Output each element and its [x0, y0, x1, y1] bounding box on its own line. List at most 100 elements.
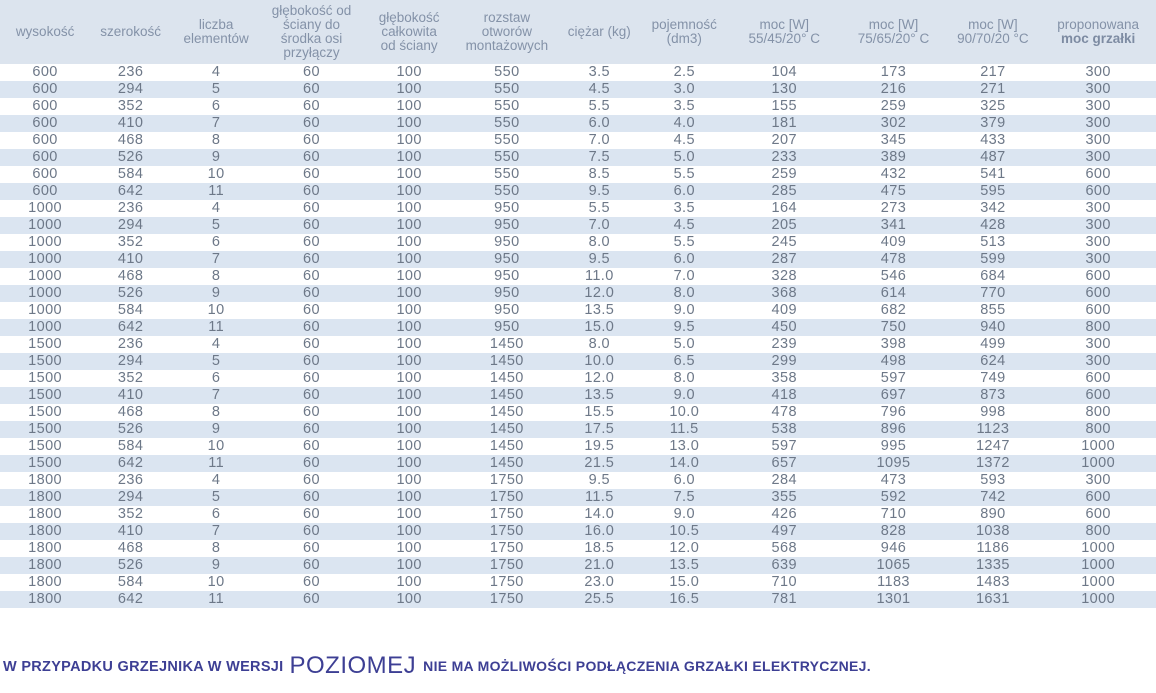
column-header-proponowana-moc-grzalki: proponowana moc grzałki	[1040, 0, 1156, 64]
table-cell: 273	[880, 200, 907, 216]
column-header-liczba-elementow: liczba elementów	[171, 0, 262, 64]
table-cell: 1095	[841, 455, 946, 472]
table-cell: 205	[727, 217, 842, 234]
table-cell: 294	[90, 353, 172, 370]
table-cell: 130	[727, 81, 842, 98]
table-cell: 950	[456, 285, 558, 302]
table-cell: 17.5	[557, 421, 642, 438]
table-cell: 550	[456, 149, 558, 166]
table-cell: 1750	[456, 523, 558, 540]
table-cell: 1500	[28, 404, 62, 420]
table-cell: 13.5	[557, 387, 642, 404]
table-cell: 600	[32, 64, 58, 80]
table-cell: 1800	[28, 472, 62, 488]
table-cell: 300	[1040, 353, 1156, 370]
table-cell: 352	[117, 234, 144, 250]
table-cell: 950	[494, 234, 520, 250]
table-cell: 710	[880, 506, 907, 522]
table-row: 1500 468 8 60 100 1450 15.5 10.0 478 796 998 800	[0, 404, 1156, 421]
table-cell: 1000	[0, 251, 91, 268]
table-cell: 1000	[1040, 591, 1156, 608]
table-cell: 1750	[456, 557, 558, 574]
table-cell: 352	[117, 506, 144, 522]
table-cell: 60	[303, 166, 320, 182]
table-cell: 6.0	[673, 472, 695, 488]
table-cell: 100	[361, 115, 457, 132]
table-cell: 1450	[456, 353, 558, 370]
spec-table: wysokość szerokość liczba elementów głębokoś…	[0, 0, 1156, 608]
table-cell: 526	[90, 149, 172, 166]
table-cell: 11.0	[584, 268, 614, 284]
table-cell: 1000	[1081, 438, 1116, 454]
table-cell: 614	[841, 285, 946, 302]
table-cell: 5.5	[673, 166, 695, 182]
table-cell: 550	[494, 132, 520, 148]
table-cell: 1000	[1040, 557, 1156, 574]
table-cell: 9.0	[641, 387, 728, 404]
table-cell: 379	[945, 115, 1041, 132]
table-row: 600 526 9 60 100 550 7.5 5.0 233 389 487 300	[0, 149, 1156, 166]
table-cell: 5.5	[588, 200, 610, 216]
table-cell: 9.5	[557, 251, 642, 268]
table-cell: 300	[1040, 251, 1156, 268]
table-cell: 239	[771, 336, 797, 352]
table-cell: 100	[361, 421, 457, 438]
table-row: 1800 642 11 60 100 1750 25.5 16.5 781 1301 1631 100…	[0, 591, 1156, 608]
column-header-wysokosc: wysokość	[0, 0, 91, 64]
table-cell: 100	[396, 166, 422, 182]
table-cell: 584	[117, 302, 144, 318]
table-row: 600 294 5 60 100 550 4.5 3.0 130 216 271 300	[0, 81, 1156, 98]
table-cell: 550	[494, 166, 520, 182]
table-cell: 1450	[489, 438, 524, 454]
table-cell: 13.5	[584, 302, 615, 318]
table-cell: 13.0	[669, 438, 700, 454]
table-cell: 584	[117, 438, 144, 454]
table-cell: 11	[171, 183, 262, 200]
table-cell: 155	[771, 98, 797, 114]
table-row: 1800 468 8 60 100 1750 18.5 12.0 568 946 1186 1000	[0, 540, 1156, 557]
table-cell: 642	[90, 319, 172, 336]
table-cell: 546	[880, 268, 907, 284]
note-suffix: NIE MA MOŻLIWOŚCI PODŁĄCZENIA GRZAŁKI EL…	[423, 658, 871, 674]
table-cell: 7.0	[588, 132, 610, 148]
table-row: 1800 584 10 60 100 1750 23.0 15.0 710 1183 1483 100…	[0, 574, 1156, 591]
table-cell: 592	[841, 489, 946, 506]
table-cell: 595	[945, 183, 1041, 200]
table-cell: 398	[880, 336, 907, 352]
table-cell: 1750	[456, 489, 558, 506]
table-cell: 642	[90, 455, 172, 472]
table-cell: 300	[1085, 132, 1111, 148]
table-cell: 600	[1040, 387, 1156, 404]
table-cell: 10	[207, 574, 225, 590]
table-cell: 389	[841, 149, 946, 166]
table-cell: 5	[171, 81, 262, 98]
table-cell: 998	[980, 404, 1006, 420]
table-cell: 60	[303, 438, 320, 454]
table-cell: 1000	[1081, 574, 1116, 590]
table-cell: 100	[396, 540, 422, 556]
table-cell: 6.0	[557, 115, 642, 132]
table-cell: 302	[841, 115, 946, 132]
table-cell: 468	[117, 540, 144, 556]
table-cell: 355	[727, 489, 842, 506]
table-cell: 497	[727, 523, 842, 540]
table-cell: 12.0	[584, 370, 615, 386]
column-header-pojemnosc: pojemność (dm3)	[641, 0, 728, 64]
table-cell: 950	[456, 217, 558, 234]
table-cell: 9	[171, 285, 262, 302]
table-cell: 15.5	[584, 404, 615, 420]
table-cell: 742	[945, 489, 1041, 506]
table-cell: 60	[261, 115, 362, 132]
table-cell: 8.0	[588, 234, 610, 250]
table-cell: 60	[303, 64, 320, 80]
table-cell: 294	[90, 217, 172, 234]
table-cell: 60	[303, 200, 320, 216]
table-cell: 1800	[0, 557, 91, 574]
table-cell: 1450	[456, 455, 558, 472]
table-cell: 16.5	[641, 591, 728, 608]
column-header-szerokosc: szerokość	[90, 0, 172, 64]
table-cell: 1500	[28, 370, 62, 386]
table-row: 1500 584 10 60 100 1450 19.5 13.0 597 995 1247 1000	[0, 438, 1156, 455]
table-cell: 6.0	[641, 183, 728, 200]
table-cell: 100	[396, 404, 422, 420]
